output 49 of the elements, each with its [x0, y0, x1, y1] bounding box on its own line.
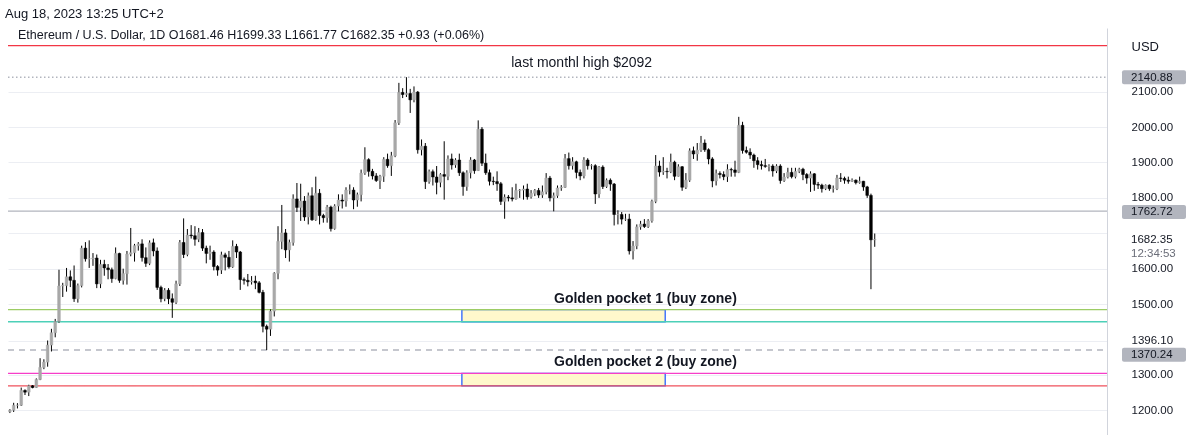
band-label: Golden pocket 2 (buy zone): [554, 353, 737, 370]
y-tick-label: 1300.00: [1131, 368, 1174, 381]
candlestick: [306, 192, 310, 225]
candlestick: [193, 225, 197, 247]
candlestick: [850, 177, 854, 183]
y-tick-label: 1396.10: [1131, 334, 1174, 347]
candlestick: [283, 228, 288, 259]
y-axis-title: USD: [1131, 38, 1159, 54]
ref-line-label: 1370.24: [1131, 348, 1174, 361]
ref-line-label: 2140.88: [1131, 70, 1173, 83]
candlestick: [19, 387, 23, 407]
y-tick-label: 1600.00: [1131, 262, 1174, 275]
candlestick: [106, 263, 110, 280]
candlestick: [544, 172, 548, 195]
candlestick: [669, 153, 673, 174]
annotation: last monthl high $2092: [511, 54, 653, 71]
candlestick: [718, 170, 722, 179]
candlestick: [72, 264, 76, 303]
candlestick: [170, 292, 174, 319]
candlestick: [767, 163, 771, 172]
candlestick: [23, 388, 27, 396]
candlestick: [83, 241, 88, 263]
y-tick-label: 2100.00: [1131, 85, 1174, 98]
y-tick-label: 1900.00: [1131, 155, 1174, 168]
y-tick-label: 1500.00: [1131, 297, 1174, 310]
candlestick: [582, 156, 586, 179]
chart-subtitle: Aug 18, 2023 13:25 UTC+2: [5, 6, 164, 21]
text: 1682.35: [1131, 233, 1173, 246]
chart-title: Ethereum / U.S. Dollar, 1D O1681.46 H1699.33 L1661.77 C1682.35 +0.93 (+0.06%): [18, 28, 485, 42]
ref-line-label: 1762.72: [1131, 205, 1173, 218]
candlestick: [748, 147, 752, 160]
text: 12:34:53: [1131, 247, 1176, 260]
candlestick: [442, 140, 446, 201]
y-tick-label: 2000.00: [1131, 120, 1174, 133]
candlestick: [601, 164, 605, 190]
candlestick: [801, 167, 805, 181]
candlestick: [680, 165, 684, 192]
candlestick: [733, 160, 737, 178]
band-label: Golden pocket 1 (buy zone): [554, 289, 737, 306]
candlestick: [182, 217, 186, 259]
y-tick-label: 1800.00: [1131, 191, 1174, 204]
candlestick: [87, 239, 91, 269]
y-tick-label: 1200.00: [1131, 403, 1174, 416]
candlestick: [329, 205, 333, 232]
candlestick: [299, 183, 303, 222]
candlestick: [665, 167, 669, 179]
candlestick: [344, 186, 348, 208]
candlestick: [529, 189, 533, 200]
candlestick: [140, 238, 144, 263]
